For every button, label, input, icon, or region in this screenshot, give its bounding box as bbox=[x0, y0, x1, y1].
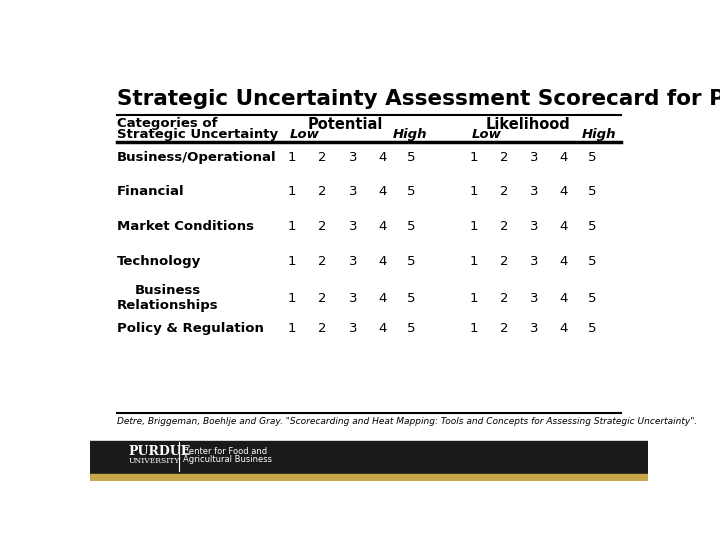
Text: 4: 4 bbox=[379, 185, 387, 198]
Text: 1: 1 bbox=[287, 322, 296, 335]
Text: 3: 3 bbox=[530, 292, 539, 305]
Text: Agricultural Business: Agricultural Business bbox=[183, 455, 272, 464]
Text: High: High bbox=[581, 128, 616, 141]
Text: Center for Food and: Center for Food and bbox=[183, 447, 267, 456]
Text: 3: 3 bbox=[530, 185, 539, 198]
Text: Market Conditions: Market Conditions bbox=[117, 220, 254, 233]
Text: Technology: Technology bbox=[117, 255, 202, 268]
Text: 3: 3 bbox=[530, 255, 539, 268]
Text: 4: 4 bbox=[379, 292, 387, 305]
Text: 1: 1 bbox=[469, 292, 478, 305]
Text: 2: 2 bbox=[318, 322, 327, 335]
Text: 5: 5 bbox=[408, 151, 416, 164]
Text: 1: 1 bbox=[287, 292, 296, 305]
Text: 4: 4 bbox=[379, 220, 387, 233]
Text: 2: 2 bbox=[318, 255, 327, 268]
Text: 4: 4 bbox=[559, 292, 567, 305]
Text: 3: 3 bbox=[530, 151, 539, 164]
Text: Policy & Regulation: Policy & Regulation bbox=[117, 322, 264, 335]
Text: 2: 2 bbox=[500, 220, 509, 233]
Text: High: High bbox=[392, 128, 427, 141]
Text: 2: 2 bbox=[318, 292, 327, 305]
Text: 3: 3 bbox=[349, 151, 358, 164]
Text: Business/Operational: Business/Operational bbox=[117, 151, 276, 164]
Text: 2: 2 bbox=[500, 292, 509, 305]
Text: 5: 5 bbox=[408, 255, 416, 268]
Text: 1: 1 bbox=[287, 255, 296, 268]
Text: 4: 4 bbox=[559, 220, 567, 233]
Text: 3: 3 bbox=[349, 220, 358, 233]
Text: 2: 2 bbox=[500, 151, 509, 164]
Text: Low: Low bbox=[290, 128, 320, 141]
Text: 2: 2 bbox=[318, 220, 327, 233]
Text: 5: 5 bbox=[588, 220, 596, 233]
Text: Low: Low bbox=[472, 128, 502, 141]
Text: 2: 2 bbox=[318, 185, 327, 198]
Text: 5: 5 bbox=[588, 255, 596, 268]
Text: 1: 1 bbox=[287, 220, 296, 233]
Text: 4: 4 bbox=[379, 255, 387, 268]
Text: 3: 3 bbox=[349, 255, 358, 268]
Bar bbox=[90, 475, 648, 481]
Text: 3: 3 bbox=[530, 220, 539, 233]
Text: Strategic Uncertainty: Strategic Uncertainty bbox=[117, 128, 278, 141]
Text: 5: 5 bbox=[408, 322, 416, 335]
Text: 1: 1 bbox=[469, 220, 478, 233]
Text: Financial: Financial bbox=[117, 185, 185, 198]
Text: UNIVERSITY: UNIVERSITY bbox=[129, 457, 180, 464]
Text: 5: 5 bbox=[408, 185, 416, 198]
Text: 1: 1 bbox=[469, 151, 478, 164]
Text: 2: 2 bbox=[500, 322, 509, 335]
Text: Strategic Uncertainty Assessment Scorecard for Potential: Strategic Uncertainty Assessment Scoreca… bbox=[117, 90, 720, 110]
Text: 2: 2 bbox=[318, 151, 327, 164]
Text: 3: 3 bbox=[349, 322, 358, 335]
Text: 5: 5 bbox=[588, 151, 596, 164]
Text: Detre, Briggeman, Boehlje and Gray. "Scorecarding and Heat Mapping: Tools and Co: Detre, Briggeman, Boehlje and Gray. "Sco… bbox=[117, 417, 698, 427]
Text: 1: 1 bbox=[469, 322, 478, 335]
Text: 5: 5 bbox=[408, 292, 416, 305]
Text: 1: 1 bbox=[469, 255, 478, 268]
Text: 1: 1 bbox=[287, 185, 296, 198]
Text: 4: 4 bbox=[559, 185, 567, 198]
Text: 2: 2 bbox=[500, 185, 509, 198]
Text: 4: 4 bbox=[559, 151, 567, 164]
Text: Potential: Potential bbox=[308, 117, 384, 132]
Bar bbox=[90, 441, 648, 481]
Text: 3: 3 bbox=[349, 292, 358, 305]
Text: Categories of: Categories of bbox=[117, 117, 217, 130]
Text: 5: 5 bbox=[588, 292, 596, 305]
Text: 5: 5 bbox=[588, 322, 596, 335]
Text: PURDUE: PURDUE bbox=[129, 445, 191, 458]
Text: Business
Relationships: Business Relationships bbox=[117, 284, 219, 312]
Text: 5: 5 bbox=[588, 185, 596, 198]
Text: 4: 4 bbox=[559, 255, 567, 268]
Text: 3: 3 bbox=[349, 185, 358, 198]
Text: 3: 3 bbox=[530, 322, 539, 335]
Text: 1: 1 bbox=[287, 151, 296, 164]
Text: Likelihood: Likelihood bbox=[485, 117, 570, 132]
Text: 5: 5 bbox=[408, 220, 416, 233]
Text: 4: 4 bbox=[559, 322, 567, 335]
Text: 4: 4 bbox=[379, 151, 387, 164]
Text: 1: 1 bbox=[469, 185, 478, 198]
Text: 4: 4 bbox=[379, 322, 387, 335]
Text: 2: 2 bbox=[500, 255, 509, 268]
